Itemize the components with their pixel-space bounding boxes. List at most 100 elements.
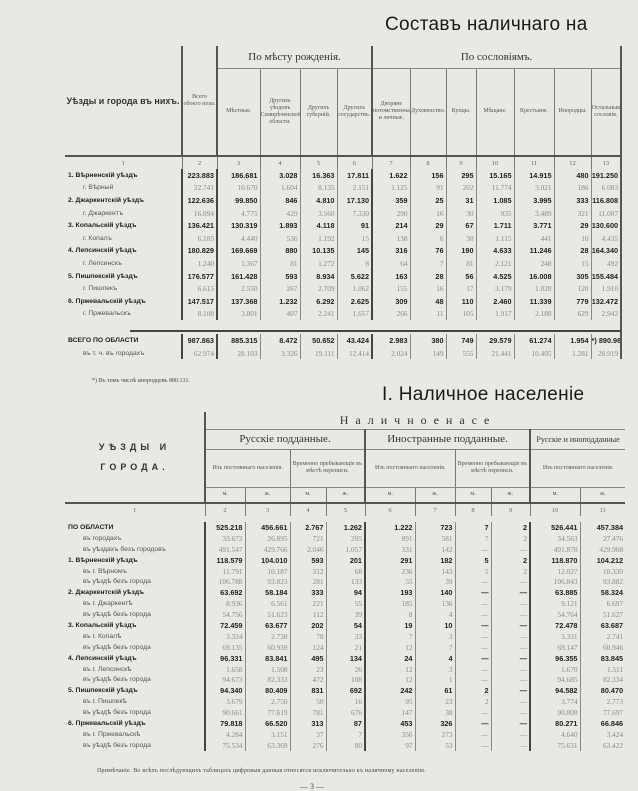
cell-value: 67 — [445, 219, 477, 232]
cell-value: 333 — [289, 587, 326, 599]
cell-value: 21.441 — [475, 346, 515, 360]
cell-value: 33 — [325, 630, 365, 642]
row-label: въ городахъ — [83, 534, 122, 542]
cell-value: 43.424 — [336, 334, 373, 347]
cell-value: 19 — [364, 620, 415, 631]
cell-value: 28.103 — [216, 346, 260, 360]
note: Примѣчаніе. Во всѣхъ послѣдующихъ таблиц… — [97, 768, 427, 774]
row-label: 6. Пржевальскій уѣздъ — [68, 297, 146, 305]
cell-value: 169.669 — [216, 244, 260, 258]
cell-value: 133 — [325, 576, 365, 588]
cell-value: 72.459 — [204, 620, 245, 631]
cell-value: 891 — [364, 532, 415, 544]
cell-value: 1.115 — [475, 231, 515, 245]
cell-value: 7 — [409, 257, 447, 270]
cell-value: 5 — [454, 565, 491, 577]
cell-value: 66.846 — [579, 718, 626, 729]
cell-value: 3.995 — [513, 194, 555, 207]
table-row: ПО ОБЛАСТИ 525.218 456.661 2.767 1.262 1.222 7… — [65, 522, 626, 533]
row-label: въ г. Джаркентѣ — [83, 600, 133, 608]
cell-value: 441 — [513, 231, 555, 245]
cell-value: 191.250 — [590, 169, 623, 182]
cell-value: 50.652 — [299, 334, 337, 347]
cell-value: 202 — [445, 181, 477, 195]
cell-value: 60.939 — [244, 641, 290, 653]
cell-value: — — [454, 707, 491, 719]
cell-value: 77.619 — [244, 707, 290, 719]
cell-value: 21 — [325, 641, 365, 653]
cell-value: 63.677 — [244, 620, 290, 631]
cell-value: 186.681 — [216, 169, 260, 182]
cell-value: *) 890.964 — [590, 334, 623, 347]
row-spacer — [65, 320, 623, 335]
cell-value: 1.240 — [181, 257, 217, 270]
cell-value: 723 — [414, 522, 455, 533]
row-label: г. Лепсинскъ — [83, 259, 122, 267]
cell-value: 4.810 — [299, 194, 337, 207]
cell-value: 104.010 — [244, 554, 290, 566]
birth-col-header: Другихъ губерній. — [299, 68, 337, 156]
cell-value: 193 — [364, 587, 415, 599]
cell-value: 2 — [490, 532, 530, 544]
cell-value: 555 — [445, 346, 477, 360]
cell-value: 6.083 — [590, 181, 623, 195]
cell-value: 676 — [325, 707, 365, 719]
cell-value: 316 — [371, 244, 411, 258]
column-number: 6 — [364, 502, 415, 516]
cell-value: — — [490, 598, 530, 610]
composition-table: Уѣзды и города въ нихъ. Всего обоего пол… — [65, 46, 623, 360]
table-row: въ г. Джаркентѣ 8.936 6.561 221 55 185 136— —9.… — [65, 598, 626, 610]
cell-value: 8.936 — [204, 598, 245, 610]
column-number: 10 — [475, 155, 515, 169]
cell-value: 145 — [336, 244, 373, 258]
cell-value: 491.878 — [529, 543, 580, 555]
cell-value: 480 — [553, 169, 592, 182]
cell-value: — — [490, 543, 530, 555]
row-label: г. Копалъ — [83, 234, 112, 242]
cell-value: 305 — [553, 269, 592, 283]
cell-value: 80.271 — [529, 718, 580, 729]
cell-value: 1.232 — [259, 294, 300, 308]
cell-value: 2.046 — [289, 543, 326, 555]
column-number: 10 — [529, 502, 580, 516]
cell-value: 9.121 — [529, 598, 580, 610]
cell-value: 93.823 — [244, 576, 290, 588]
sex-label: м. — [289, 487, 326, 503]
row-label: г. Вѣрный — [83, 184, 114, 192]
column-number: 13 — [590, 155, 623, 169]
cell-value: 82.333 — [244, 674, 290, 686]
cell-value: 2 — [490, 554, 530, 566]
row-label: въ уѣздѣ безъ города — [83, 578, 151, 586]
cell-value: 137.368 — [216, 294, 260, 308]
cell-value: 16.008 — [513, 269, 555, 283]
cell-value: 19.111 — [299, 346, 337, 360]
table-row: въ уѣздѣ безъ города 90.661 77.619 781 676 14… — [65, 707, 626, 719]
cell-value: 12.027 — [529, 565, 580, 577]
cell-value: 2 — [490, 565, 530, 577]
cell-value: 7.330 — [336, 206, 373, 220]
cell-value: 5 — [454, 554, 491, 566]
cell-value: 429.908 — [579, 543, 626, 555]
cell-value: 2 — [454, 685, 491, 697]
cell-value: 2.738 — [244, 630, 290, 642]
row-label: 3. Копальскій уѣздъ — [68, 222, 137, 230]
cell-value: 12 — [364, 641, 415, 653]
cell-value: 3.489 — [513, 206, 555, 220]
stub-header: Уѣзды и города въ нихъ. — [66, 95, 180, 106]
cell-value: 116.808 — [590, 194, 623, 207]
cell-value: 55 — [325, 598, 365, 610]
cell-value: 155 — [371, 282, 411, 295]
cell-value: 12 — [364, 663, 415, 675]
cell-value: 16.094 — [181, 206, 217, 220]
cell-value: 8.472 — [259, 334, 300, 347]
cell-value: 147.517 — [181, 294, 217, 308]
cell-value: 11 — [409, 307, 447, 321]
cell-value: 2.460 — [475, 294, 515, 308]
cell-value: 1.192 — [299, 231, 337, 245]
cell-value: 96.355 — [529, 652, 580, 664]
sub-header-permanent-foreign: Изъ постояннаго населенія. — [364, 449, 455, 488]
cell-value: 2.151 — [336, 181, 373, 195]
cell-value: — — [490, 685, 530, 697]
cell-value: 180.829 — [181, 244, 217, 258]
cell-value: 55 — [364, 576, 415, 588]
